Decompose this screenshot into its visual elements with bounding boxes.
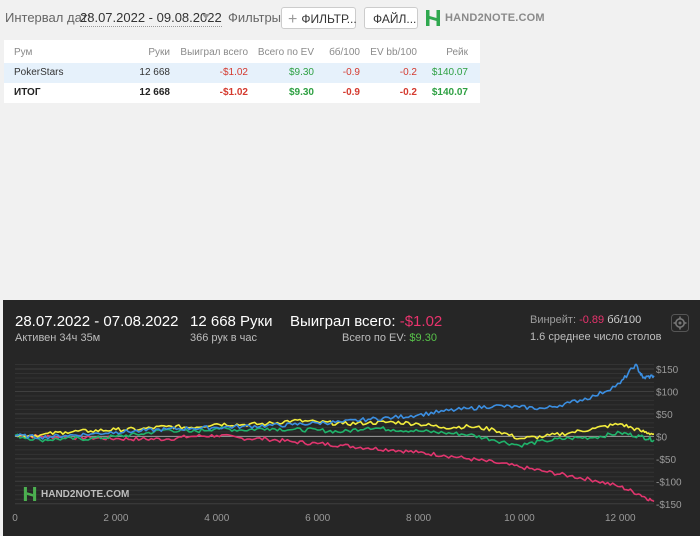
won-total-value: -$1.02: [399, 313, 443, 330]
hands-cell: 12 668: [139, 67, 170, 78]
winrate-value: -0.89: [579, 314, 605, 326]
graph-panel: 28.07.2022 - 07.08.2022 Активен 34ч 35м …: [3, 300, 700, 536]
file-button[interactable]: ФАЙЛ...: [364, 7, 418, 29]
ev-bb100-cell: -0.2: [399, 67, 417, 78]
x-tick-label: 12 000: [605, 513, 636, 524]
series-line-4: [14, 363, 655, 440]
room-cell: PokerStars: [14, 67, 64, 78]
series-line-2: [14, 425, 655, 448]
table-row-total: ИТОГ 12 668 -$1.02 $9.30 -0.9 -0.2 $140.…: [4, 83, 480, 103]
x-tick-label: 4 000: [204, 513, 229, 524]
plus-icon: +: [288, 10, 298, 28]
hands-count-text: 12 668 Руки: [190, 313, 273, 330]
won-cell: -$1.02: [219, 67, 248, 78]
column-header[interactable]: бб/100: [329, 47, 360, 58]
filter-bar: Интервал дат: 28.07.2022 - 09.08.2022 Фи…: [0, 0, 700, 36]
series-line-3: [14, 418, 655, 440]
ev-total: Всего по EV: $9.30: [342, 332, 437, 344]
x-axis: 0 2 000 4 000 6 000 8 000 10 000 12 000: [12, 513, 636, 524]
column-header[interactable]: Руки: [148, 47, 170, 58]
ev-cell: $9.30: [288, 87, 314, 98]
chevron-down-icon[interactable]: [202, 14, 210, 19]
won-total: Выиграл всего: -$1.02: [290, 313, 442, 330]
x-tick-label: 8 000: [406, 513, 431, 524]
rake-cell: $140.07: [431, 87, 468, 98]
y-tick-label: -$100: [656, 477, 682, 488]
rake-cell: $140.07: [431, 67, 468, 78]
y-tick-label: $150: [656, 365, 679, 376]
ev-bb100-cell: -0.2: [399, 87, 417, 98]
winrate-label: Винрейт:: [530, 314, 577, 326]
hand2note-logo: HAND2NOTE.COM: [425, 9, 545, 27]
file-button-label: ФАЙЛ...: [373, 12, 417, 26]
x-tick-label: 0: [12, 513, 18, 524]
bb100-cell: -0.9: [342, 87, 360, 98]
date-range-selector[interactable]: 28.07.2022 - 09.08.2022: [80, 10, 222, 27]
active-time-text: Активен 34ч 35м: [15, 332, 101, 344]
column-header[interactable]: Рум: [14, 47, 33, 58]
hand2note-watermark: HAND2NOTE.COM: [23, 486, 129, 502]
hands-cell: 12 668: [139, 87, 170, 98]
column-header[interactable]: Рейк: [446, 47, 468, 58]
x-tick-label: 2 000: [103, 513, 128, 524]
chart-series: [14, 363, 655, 503]
column-header[interactable]: Выиграл всего: [180, 47, 248, 58]
logo-text: HAND2NOTE.COM: [445, 12, 545, 24]
add-filter-button[interactable]: + ФИЛЬТР...: [281, 7, 357, 29]
y-tick-label: -$50: [656, 455, 676, 466]
date-interval-label: Интервал дат:: [5, 10, 92, 25]
gear-icon[interactable]: [671, 314, 689, 332]
y-tick-label: $100: [656, 387, 679, 398]
bb100-cell: -0.9: [342, 67, 360, 78]
ev-total-value: $9.30: [409, 332, 437, 344]
avg-tables-text: 1.6 среднее число столов: [530, 331, 662, 343]
winnings-chart: $150 $100 $50 $0 -$50 -$100 -$150 0 2 000 4 000 6…: [12, 363, 682, 524]
y-tick-label: $0: [656, 432, 668, 443]
won-cell: -$1.02: [219, 87, 248, 98]
winrate-unit: бб/100: [607, 314, 642, 326]
x-tick-label: 6 000: [305, 513, 330, 524]
filters-label: Фильтры:: [228, 10, 285, 25]
y-tick-label: $50: [656, 410, 673, 421]
y-tick-label: -$150: [656, 500, 682, 511]
table-row[interactable]: PokerStars 12 668 -$1.02 $9.30 -0.9 -0.2…: [4, 63, 480, 83]
y-axis: $150 $100 $50 $0 -$50 -$100 -$150: [656, 365, 682, 511]
won-total-label: Выиграл всего:: [290, 313, 396, 330]
watermark-text: HAND2NOTE.COM: [41, 488, 130, 500]
ev-total-label: Всего по EV:: [342, 332, 407, 344]
room-cell: ИТОГ: [14, 87, 41, 98]
column-header[interactable]: EV bb/100: [370, 47, 417, 58]
table-header: Рум Руки Выиграл всего Всего по EV бб/10…: [4, 43, 480, 63]
series-line-1: [14, 433, 655, 503]
hand2note-logo-icon: [426, 10, 440, 26]
stats-table: Рум Руки Выиграл всего Всего по EV бб/10…: [4, 40, 480, 103]
winrate: Винрейт: -0.89 бб/100: [530, 314, 641, 326]
add-filter-label: ФИЛЬТР...: [301, 12, 357, 26]
column-header[interactable]: Всего по EV: [257, 47, 314, 58]
x-tick-label: 10 000: [504, 513, 535, 524]
ev-cell: $9.30: [288, 67, 314, 78]
hands-per-hour-text: 366 рук в час: [190, 332, 258, 344]
hand2note-watermark-icon: [23, 487, 37, 501]
period-text: 28.07.2022 - 07.08.2022: [15, 313, 179, 330]
